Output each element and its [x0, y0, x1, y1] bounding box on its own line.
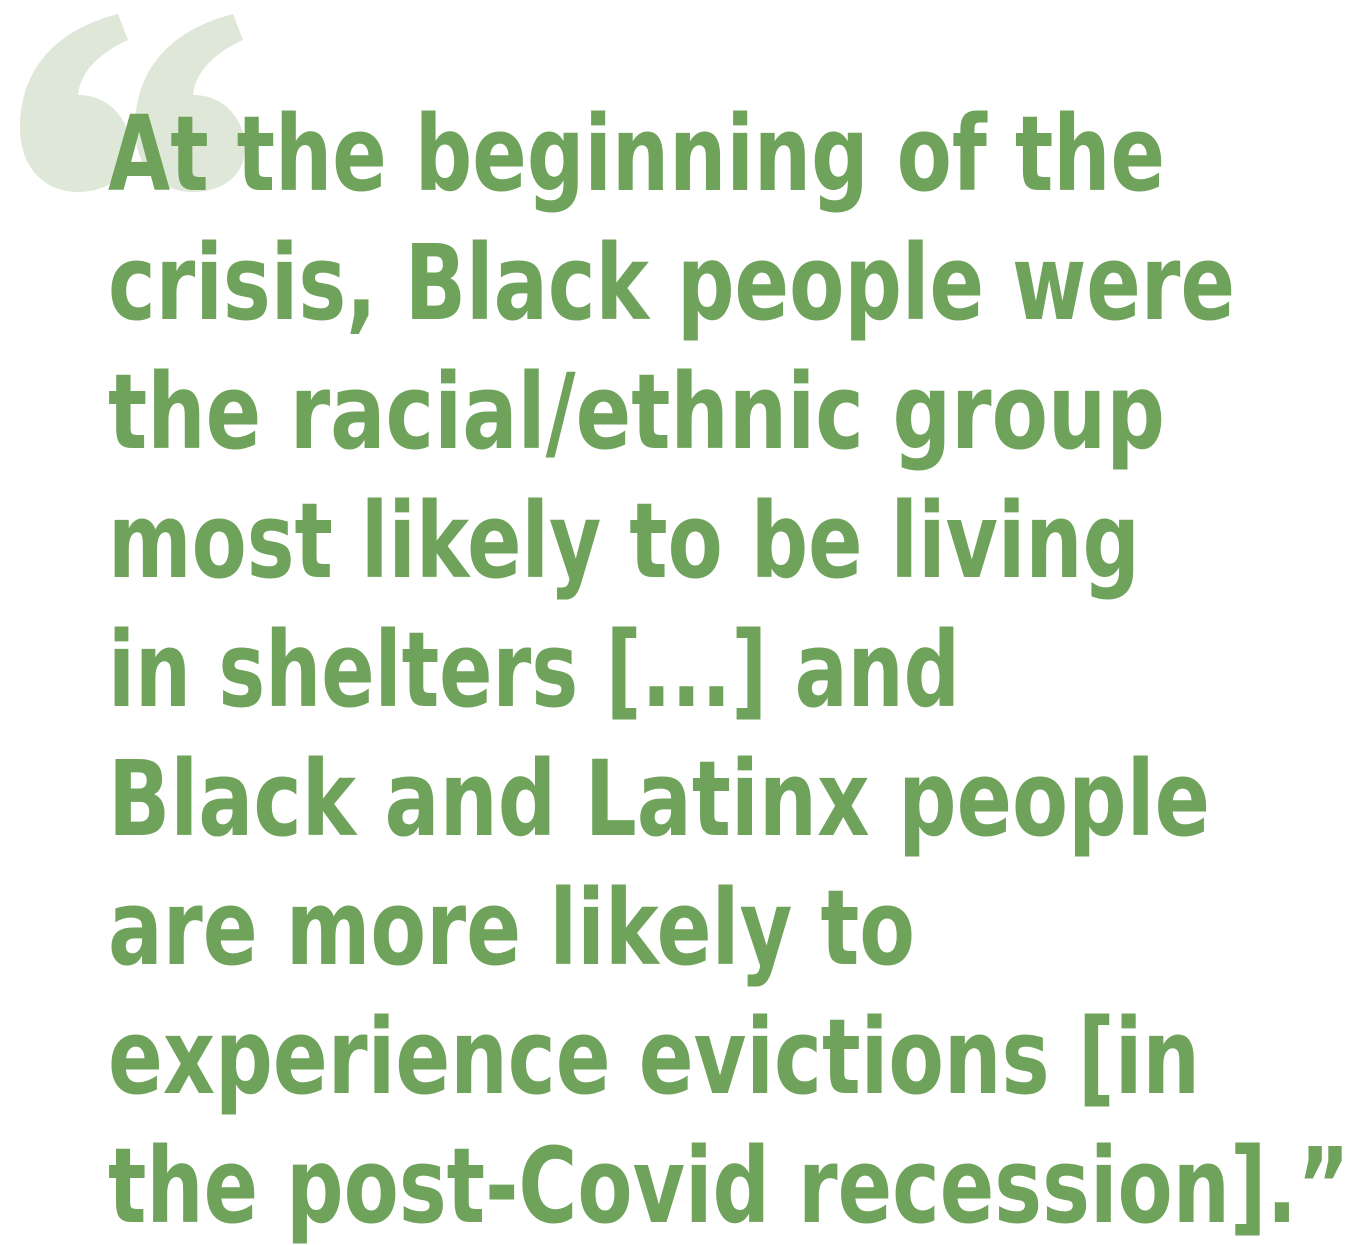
quote-line: in shelters [...] and: [108, 609, 960, 731]
quote-line: the racial/ethnic group: [108, 351, 1165, 473]
quote-line: Black and Latinx people: [108, 738, 1210, 860]
quote-line: most likely to be living: [108, 480, 1140, 602]
quote-line: are more likely to: [108, 867, 915, 989]
quote-line: At the beginning of the: [108, 93, 1165, 215]
quote-mark-decoration: [20, 14, 245, 192]
quote-line: experience evictions [in: [108, 996, 1200, 1118]
quote-line: the post-Covid recession].”: [108, 1125, 1350, 1245]
quote-line: crisis, Black people were: [108, 222, 1235, 344]
